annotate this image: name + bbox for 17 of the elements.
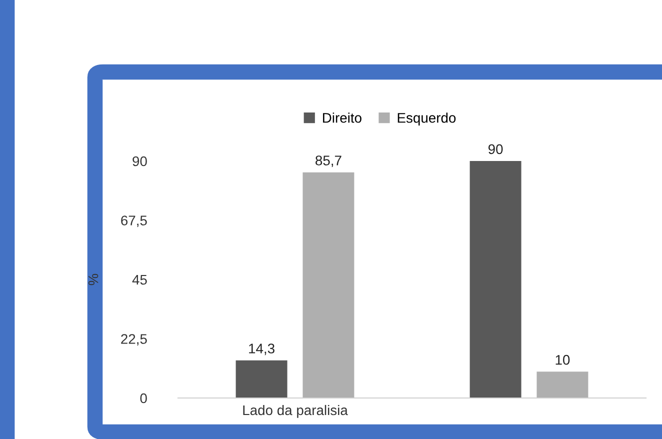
x-tick-label: Lado da paralisia: [243, 404, 348, 418]
y-tick-label: 90: [132, 156, 147, 166]
data-label: 14,3: [249, 344, 274, 356]
y-tick-label: 0: [140, 393, 147, 404]
data-label: 85,7: [316, 156, 342, 168]
bar: [302, 172, 354, 398]
y-tick-label: 22,5: [121, 334, 147, 346]
data-label: 10: [556, 354, 570, 365]
y-tick-label: 45: [132, 274, 147, 285]
y-axis-title: %: [88, 274, 98, 286]
legend-label: Esquerdo: [398, 112, 456, 126]
legend-label: Direito: [323, 112, 362, 123]
bar: [236, 360, 288, 398]
data-label: 90: [488, 144, 503, 154]
bar: [536, 372, 588, 398]
y-tick-label: 67,5: [121, 216, 147, 228]
bar: [470, 161, 522, 398]
